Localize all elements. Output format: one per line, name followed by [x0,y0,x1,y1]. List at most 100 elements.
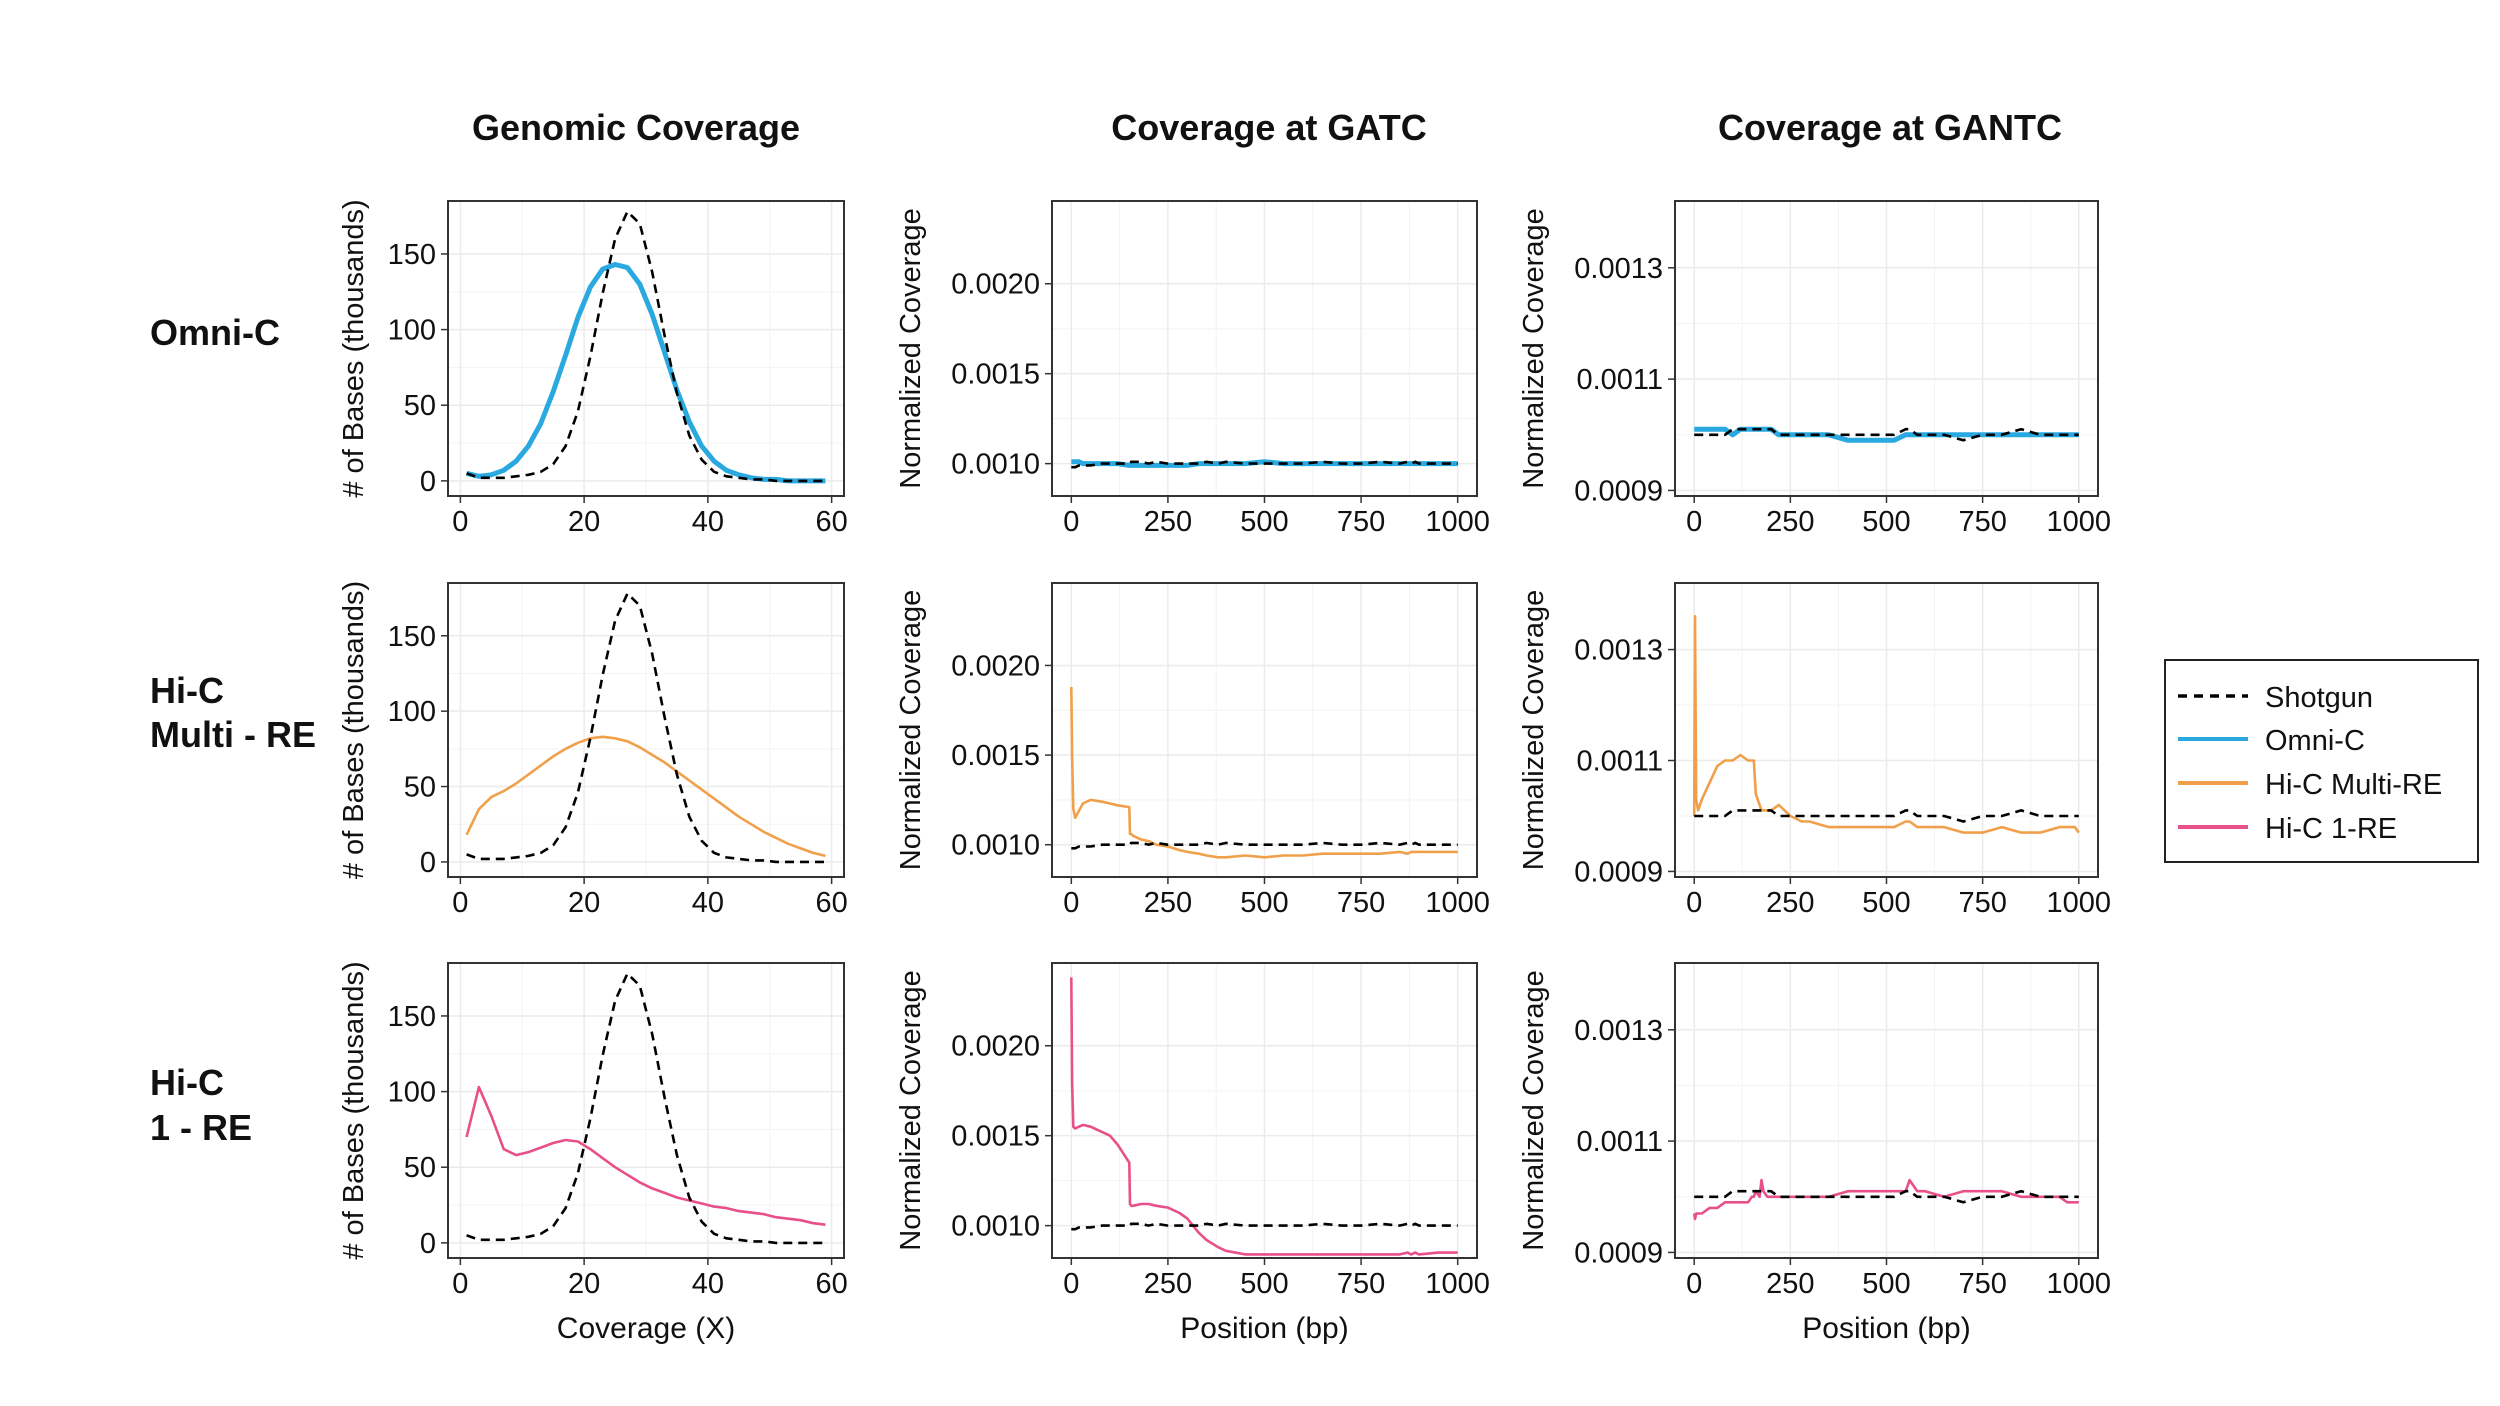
tick-label-x-genomic-one: 0 [452,1268,468,1300]
tick-label-y-genomic-omni: 100 [388,315,436,347]
tick-label-x-gatc-omni: 750 [1337,506,1385,538]
series-shotgun-gantc-multi [1694,809,2079,823]
tick-label-y-genomic-multi: 50 [404,772,436,804]
tick-label-x-gantc-omni: 250 [1766,506,1814,538]
tick-label-y-genomic-omni: 0 [420,466,436,498]
y-axis-label-gatc-one: Normalized Coverage [895,970,927,1250]
y-axis-label-gantc-one: Normalized Coverage [1518,970,1550,1250]
tick-label-x-gatc-multi: 250 [1144,887,1192,919]
tick-label-x-gatc-one: 1000 [1425,1268,1490,1300]
y-axis-label-genomic-one: # of Bases (thousands) [338,961,370,1259]
tick-label-x-gatc-multi: 500 [1240,887,1288,919]
series-multi-gatc-multi [1070,686,1458,859]
tick-label-x-genomic-omni: 40 [692,506,724,538]
tick-label-x-gantc-multi: 1000 [2047,887,2112,919]
tick-label-x-genomic-multi: 0 [452,887,468,919]
panel-frame-gatc-multi [1051,582,1478,878]
y-axis-label-gatc-multi: Normalized Coverage [895,590,927,870]
series-shotgun-genomic-multi [466,591,826,864]
tick-label-y-gatc-one: 0.0010 [951,1211,1040,1243]
panel-gatc-multi: 0 250 500 750 1000 0.0010 0.0015 0.0020 Normaliz… [895,582,1490,919]
tick-label-x-gantc-one: 250 [1766,1268,1814,1300]
panel-genomic-omni: 0 20 40 60 0 50 100 150 # of Bases (thousands) [338,199,848,538]
tick-label-x-gantc-omni: 0 [1686,506,1702,538]
tick-label-x-gantc-multi: 250 [1766,887,1814,919]
tick-label-y-genomic-multi: 100 [388,696,436,728]
tick-label-x-genomic-omni: 0 [452,506,468,538]
tick-label-y-genomic-one: 50 [404,1152,436,1184]
row-label-one-line1: Hi-C [150,1062,224,1103]
y-axis-label-genomic-multi: # of Bases (thousands) [338,581,370,879]
series-multi-genomic-multi [465,735,826,858]
tick-label-y-gantc-multi: 0.0009 [1574,856,1663,888]
tick-label-y-gantc-one: 0.0009 [1574,1237,1663,1269]
panel-gantc-multi: 0 250 500 750 1000 0.0009 0.0011 0.0013 Normaliz… [1518,582,2112,919]
legend-label-omni: Omni-C [2265,725,2365,757]
tick-label-x-gantc-omni: 750 [1958,506,2006,538]
panel-frame-genomic-multi [447,582,845,878]
tick-label-y-gantc-omni: 0.0013 [1574,253,1663,285]
row-label-omni: Omni-C [150,312,280,353]
tick-label-x-genomic-omni: 20 [568,506,600,538]
x-axis-label-gatc: Position (bp) [1180,1312,1348,1345]
tick-label-x-gatc-omni: 0 [1063,506,1079,538]
tick-label-x-gatc-one: 750 [1337,1268,1385,1300]
tick-label-y-gatc-multi: 0.0020 [951,650,1040,682]
tick-label-y-gatc-one: 0.0020 [951,1031,1040,1063]
tick-label-y-gantc-multi: 0.0013 [1574,635,1663,667]
panel-gatc-one: 0 250 500 750 1000 0.0010 0.0015 0.0020 Normaliz… [895,962,1490,1345]
tick-label-x-gantc-multi: 0 [1686,887,1702,919]
y-axis-label-gantc-omni: Normalized Coverage [1518,208,1550,488]
tick-label-x-gantc-multi: 750 [1958,887,2006,919]
series-shotgun-gantc-one [1694,1189,2079,1204]
tick-label-y-gatc-multi: 0.0010 [951,830,1040,862]
tick-label-y-genomic-multi: 0 [420,847,436,879]
tick-label-x-gatc-omni: 1000 [1425,506,1490,538]
tick-label-y-gatc-multi: 0.0015 [951,740,1040,772]
legend-label-shotgun: Shotgun [2265,682,2373,714]
series-multi-gantc-multi [1692,615,2080,834]
tick-label-y-gantc-multi: 0.0011 [1576,746,1663,778]
tick-label-y-gantc-one: 0.0013 [1574,1015,1663,1047]
tick-label-x-genomic-multi: 20 [568,887,600,919]
column-title-gatc: Coverage at GATC [1111,107,1426,148]
tick-label-y-gatc-one: 0.0015 [951,1121,1040,1153]
legend: Shotgun Omni-C Hi-C Multi-RE Hi-C 1-RE [2164,659,2479,863]
tick-label-x-gatc-one: 0 [1063,1268,1079,1300]
tick-label-y-gantc-omni: 0.0011 [1576,364,1663,396]
panel-genomic-one: 0 20 40 60 0 50 100 150 # of Bases (thousands) Co… [338,961,848,1345]
tick-label-x-genomic-one: 60 [815,1268,847,1300]
tick-label-y-genomic-omni: 150 [388,239,436,271]
panel-genomic-multi: 0 20 40 60 0 50 100 150 # of Bases (thousands) [338,581,848,919]
tick-label-x-genomic-one: 40 [692,1268,724,1300]
tick-label-y-gantc-omni: 0.0009 [1574,475,1663,507]
x-axis-label-gantc: Position (bp) [1802,1312,1970,1345]
panels: 0 20 40 60 0 50 100 150 # of Bases (thousands) 0 2… [338,199,2111,1345]
legend-label-multi: Hi-C Multi-RE [2265,769,2442,801]
tick-label-x-gatc-multi: 750 [1337,887,1385,919]
tick-label-x-gantc-one: 500 [1862,1268,1910,1300]
series-omni-genomic-omni [466,262,826,484]
x-axis-label-genomic: Coverage (X) [557,1312,735,1345]
panel-gantc-one: 0 250 500 750 1000 0.0009 0.0011 0.0013 Normaliz… [1518,962,2111,1345]
tick-label-x-gatc-one: 500 [1240,1268,1288,1300]
panel-frame-gantc-multi [1674,582,2099,878]
column-title-gantc: Coverage at GANTC [1718,107,2062,148]
tick-label-x-gantc-omni: 1000 [2047,506,2112,538]
series-shotgun-gatc-multi [1071,841,1458,850]
legend-label-one: Hi-C 1-RE [2265,813,2397,845]
panel-frame-genomic-one [447,962,845,1259]
tick-label-y-gatc-omni: 0.0020 [951,269,1040,301]
panel-frame-genomic-omni [447,200,845,497]
y-axis-label-genomic-omni: # of Bases (thousands) [338,199,370,497]
series-shotgun-gatc-omni [1071,460,1458,469]
tick-label-x-gatc-multi: 1000 [1425,887,1490,919]
tick-label-y-gatc-omni: 0.0010 [951,449,1040,481]
tick-label-x-gantc-multi: 500 [1862,887,1910,919]
panel-gatc-omni: 0 250 500 750 1000 0.0010 0.0015 0.0020 Normaliz… [895,200,1490,538]
tick-label-y-genomic-one: 0 [420,1228,436,1260]
panel-frame-gantc-omni [1674,200,2099,497]
series-shotgun-gatc-one [1071,1222,1458,1231]
tick-label-x-gantc-omni: 500 [1862,506,1910,538]
